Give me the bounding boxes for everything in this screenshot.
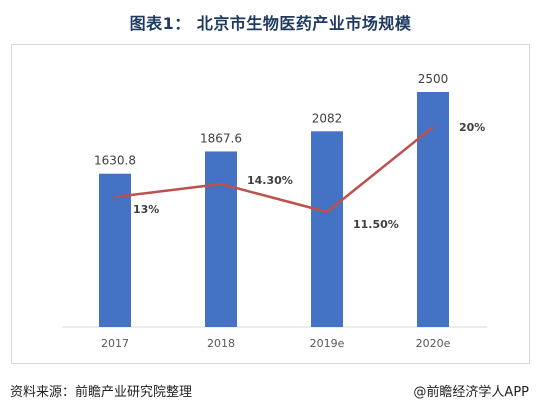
bar-value-label: 1867.6 — [200, 131, 242, 145]
source-note: 资料来源：前瞻产业研究院整理 — [10, 385, 193, 400]
bar-value-label: 2082 — [312, 111, 343, 125]
growth-label: 11.50% — [353, 218, 399, 231]
chart-frame: 1630.8 2017 1867.6 2018 2082 2019e 2500 2020e 13… — [11, 44, 530, 364]
growth-line — [114, 126, 434, 214]
bar-value-label: 1630.8 — [94, 154, 136, 168]
bar-2020e — [417, 92, 449, 327]
bar-2018 — [205, 151, 237, 327]
x-tick-label: 2020e — [416, 337, 451, 350]
chart-title: 图表1： 北京市生物医药产业市场规模 — [129, 14, 412, 33]
x-tick-label: 2017 — [101, 337, 129, 350]
growth-label: 13% — [133, 203, 159, 216]
x-tick-label: 2018 — [207, 337, 235, 350]
growth-label: 20% — [459, 121, 485, 134]
chart-svg: 1630.8 2017 1867.6 2018 2082 2019e 2500 2020e 13… — [62, 72, 487, 350]
bar-2019e — [311, 131, 343, 327]
bar-value-label: 2500 — [418, 72, 449, 86]
bar-2017 — [99, 173, 131, 327]
x-tick-label: 2019e — [310, 337, 345, 350]
growth-label: 14.30% — [247, 174, 293, 187]
brand-label: @前瞻经济学人APP — [413, 385, 529, 400]
